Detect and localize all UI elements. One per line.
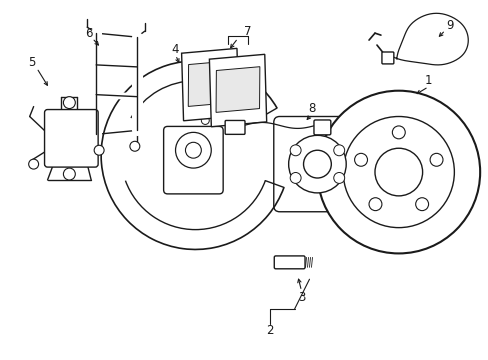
Circle shape bbox=[289, 172, 301, 183]
Circle shape bbox=[201, 117, 209, 125]
Text: 5: 5 bbox=[28, 57, 35, 69]
Circle shape bbox=[415, 198, 427, 211]
Circle shape bbox=[317, 91, 479, 253]
Circle shape bbox=[175, 132, 211, 168]
Circle shape bbox=[185, 142, 201, 158]
Circle shape bbox=[391, 126, 405, 139]
FancyBboxPatch shape bbox=[273, 117, 360, 212]
Text: 4: 4 bbox=[171, 42, 179, 55]
Polygon shape bbox=[181, 48, 239, 121]
Circle shape bbox=[333, 172, 344, 183]
Polygon shape bbox=[188, 61, 232, 107]
Text: 9: 9 bbox=[446, 19, 453, 32]
Circle shape bbox=[288, 135, 346, 193]
Text: 8: 8 bbox=[307, 102, 315, 115]
Text: 3: 3 bbox=[297, 291, 305, 303]
Polygon shape bbox=[216, 67, 259, 112]
FancyBboxPatch shape bbox=[381, 52, 393, 64]
Circle shape bbox=[303, 150, 331, 178]
FancyBboxPatch shape bbox=[313, 120, 330, 135]
Circle shape bbox=[343, 117, 453, 228]
Circle shape bbox=[333, 145, 344, 156]
Text: 7: 7 bbox=[244, 24, 251, 38]
Circle shape bbox=[289, 145, 301, 156]
Circle shape bbox=[94, 145, 104, 155]
Circle shape bbox=[63, 96, 75, 109]
Circle shape bbox=[130, 141, 140, 151]
Circle shape bbox=[374, 148, 422, 196]
Circle shape bbox=[368, 198, 381, 211]
Circle shape bbox=[354, 153, 367, 166]
Text: 2: 2 bbox=[265, 324, 273, 337]
Circle shape bbox=[63, 168, 75, 180]
Text: 6: 6 bbox=[85, 27, 93, 40]
FancyBboxPatch shape bbox=[44, 109, 98, 167]
Circle shape bbox=[29, 159, 39, 169]
Polygon shape bbox=[209, 54, 266, 127]
FancyBboxPatch shape bbox=[163, 126, 223, 194]
Circle shape bbox=[429, 153, 442, 166]
Text: 1: 1 bbox=[424, 74, 431, 87]
FancyBboxPatch shape bbox=[224, 121, 244, 134]
FancyBboxPatch shape bbox=[274, 256, 305, 269]
